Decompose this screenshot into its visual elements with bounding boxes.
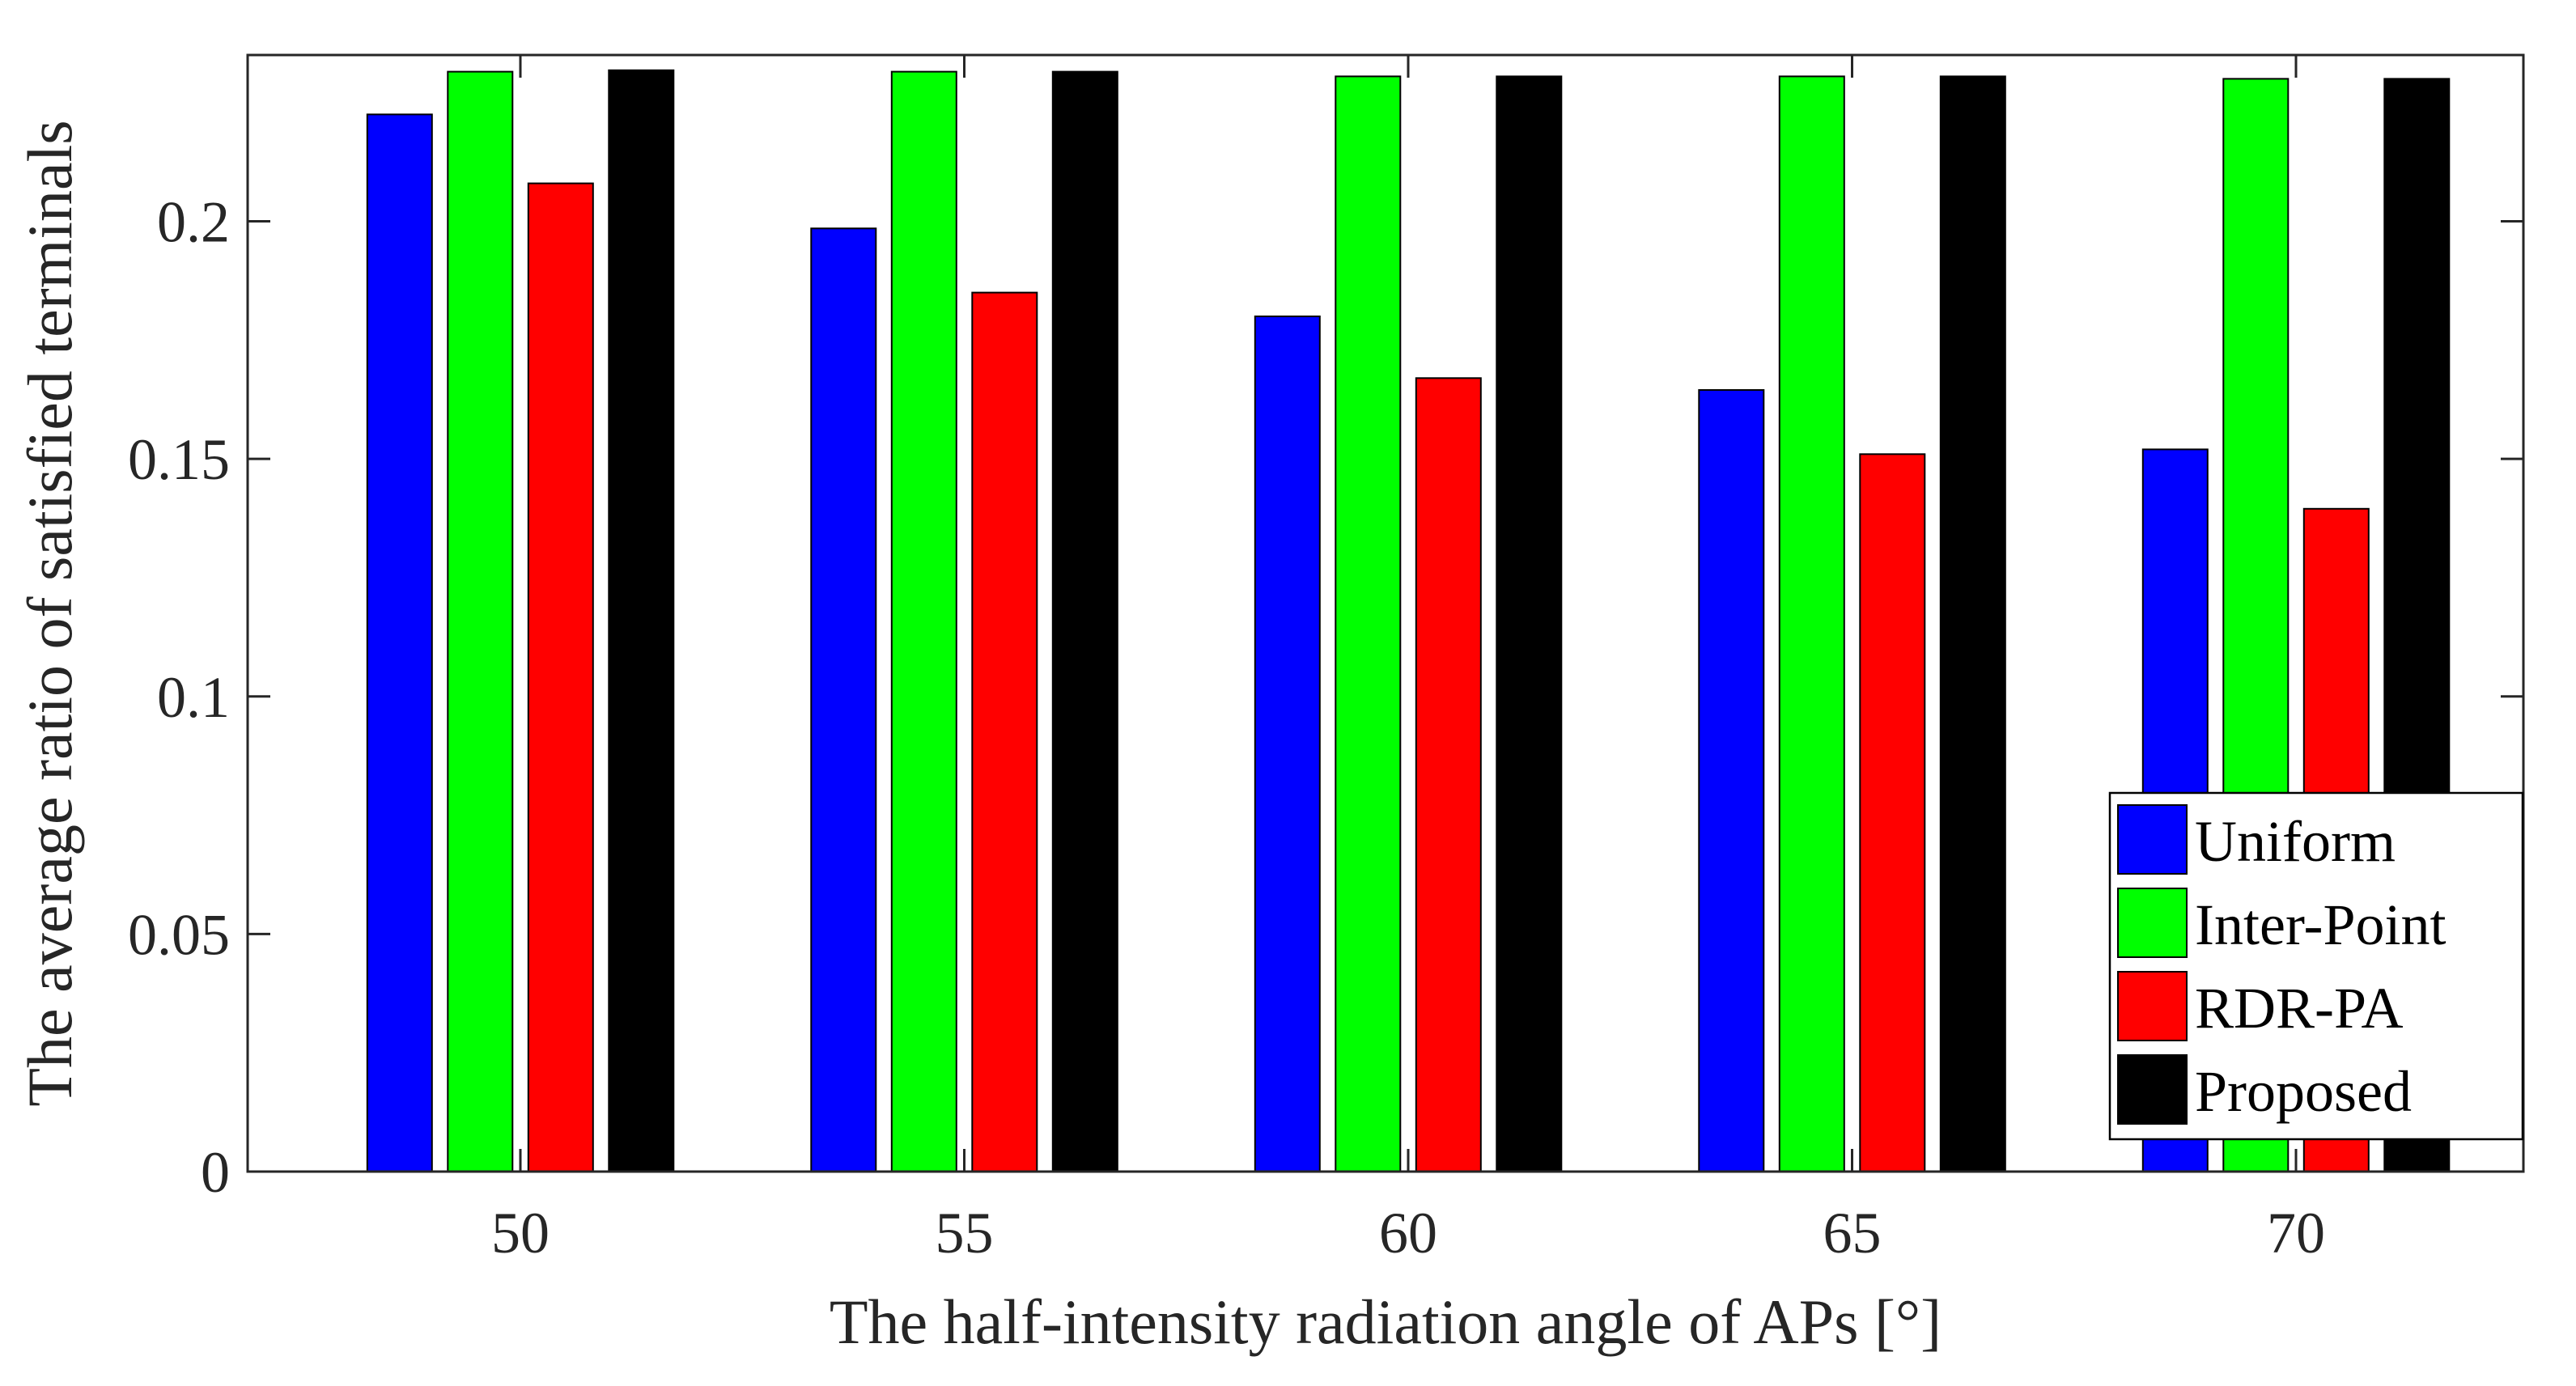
y-axis-title: The average ratio of satisfied terminals	[15, 120, 85, 1106]
bar-inter-point-50	[447, 70, 514, 1173]
legend-entry-inter-point: Inter-Point	[2117, 888, 2447, 958]
legend: Uniform Inter-Point RDR-PA Proposed	[2108, 791, 2524, 1141]
legend-entry-proposed: Proposed	[2117, 1054, 2412, 1125]
y-tick-label-3: 0.15	[128, 427, 230, 492]
legend-swatch-inter-point	[2117, 888, 2188, 958]
bar-proposed-50	[608, 69, 675, 1172]
bar-inter-point-60	[1335, 75, 1402, 1172]
legend-label-inter-point: Inter-Point	[2195, 892, 2447, 957]
bar-inter-point-55	[890, 70, 957, 1173]
legend-label-uniform: Uniform	[2195, 809, 2396, 874]
x-tick-label-50: 50	[491, 1201, 550, 1265]
bar-rdr-pa-55	[971, 291, 1038, 1173]
legend-entry-uniform: Uniform	[2117, 804, 2396, 875]
bar-uniform-65	[1698, 389, 1765, 1172]
y-tick-label-4: 0.2	[157, 190, 230, 255]
bar-uniform-60	[1254, 316, 1321, 1172]
x-tick-label-70: 70	[2267, 1201, 2325, 1265]
y-tick-label-2: 0.1	[157, 665, 230, 730]
legend-swatch-proposed	[2117, 1054, 2188, 1125]
y-tick-label-1: 0.05	[128, 902, 230, 967]
bar-rdr-pa-65	[1859, 453, 1926, 1172]
x-tick-label-60: 60	[1379, 1201, 1437, 1265]
bar-inter-point-65	[1778, 75, 1845, 1172]
plot-area-frame	[246, 53, 2525, 1173]
legend-entry-rdr-pa: RDR-PA	[2117, 971, 2403, 1041]
axis-ticks: 0 0.05 0.1 0.15 0.2 50 55 60 65 70	[128, 55, 2523, 1265]
legend-label-proposed: Proposed	[2195, 1059, 2412, 1124]
bar-uniform-55	[810, 227, 877, 1172]
x-tick-label-65: 65	[1823, 1201, 1882, 1265]
legend-swatch-rdr-pa	[2117, 971, 2188, 1041]
bar-proposed-65	[1939, 75, 2006, 1172]
y-tick-label-0: 0	[201, 1140, 230, 1205]
x-tick-label-55: 55	[936, 1201, 994, 1265]
bar-uniform-50	[366, 113, 433, 1172]
bar-rdr-pa-50	[527, 182, 594, 1173]
bar-proposed-60	[1496, 75, 1563, 1172]
legend-label-rdr-pa: RDR-PA	[2195, 976, 2403, 1041]
bar-proposed-55	[1051, 70, 1118, 1173]
bar-rdr-pa-60	[1415, 377, 1482, 1172]
x-axis-title: The half-intensity radiation angle of AP…	[830, 1286, 1942, 1357]
legend-swatch-uniform	[2117, 804, 2188, 875]
